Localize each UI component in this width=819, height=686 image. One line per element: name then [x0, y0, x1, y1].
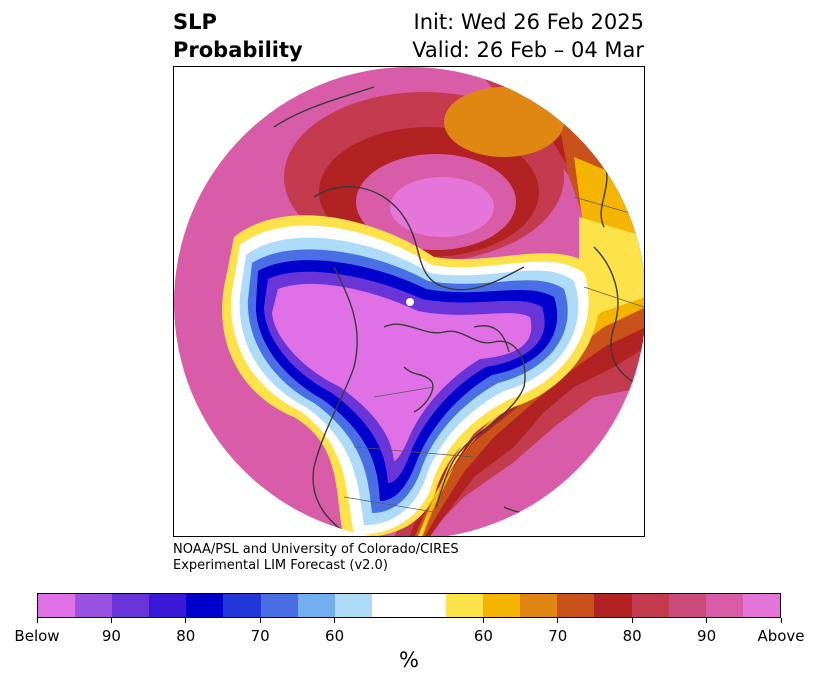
colorbar-segment [408, 594, 447, 617]
colorbar-segment [594, 594, 632, 617]
colorbar-segment [186, 594, 224, 617]
colorbar-segment [149, 594, 187, 617]
colorbar-tick-mark [631, 618, 633, 623]
colorbar-tick-mark [780, 618, 782, 623]
colorbar-segment [483, 594, 521, 617]
colorbar-segment [38, 594, 76, 617]
init-date: Init: Wed 26 Feb 2025 [413, 10, 644, 34]
colorbar-tick-label: 60 [325, 627, 345, 645]
colorbar-tick-label: Below [14, 627, 60, 645]
title-line-1: SLP [173, 10, 217, 34]
colorbar-tick-label: 90 [101, 627, 121, 645]
colorbar-tick-mark [185, 618, 187, 623]
colorbar-tick-label: 80 [622, 627, 642, 645]
trough-core-below [272, 283, 532, 461]
colorbar-tick-label: 70 [548, 627, 568, 645]
colorbar-segment [112, 594, 150, 617]
valid-range: Valid: 26 Feb – 04 Mar [412, 38, 644, 62]
colorbar-tick-mark [110, 618, 112, 623]
colorbar-segment [705, 594, 743, 617]
colorbar-segment [260, 594, 298, 617]
colorbar-tick-label: 90 [697, 627, 717, 645]
colorbar-tick-mark [557, 618, 559, 623]
colorbar-tick-mark [334, 618, 336, 623]
colorbar-tick-mark [482, 618, 484, 623]
credit-line-1: NOAA/PSL and University of Colorado/CIRE… [173, 542, 459, 557]
colorbar-tick-mark [706, 618, 708, 623]
colorbar-segment [75, 594, 113, 617]
colorbar-segment [223, 594, 261, 617]
colorbar-tick-label: Above [757, 627, 805, 645]
colorbar-tick-label: 80 [176, 627, 196, 645]
colorbar-tick-mark [259, 618, 261, 623]
colorbar-segment [520, 594, 558, 617]
title-line-2: Probability [173, 38, 303, 62]
map-title: SLP Probability [173, 8, 303, 64]
colorbar-segment [297, 594, 335, 617]
pole-marker [406, 298, 414, 306]
colorbar-segment [446, 594, 484, 617]
probability-colorbar [37, 593, 781, 618]
colorbar-tick-label: 70 [250, 627, 270, 645]
colorbar-tick-label: 60 [473, 627, 493, 645]
colorbar-segment [742, 594, 780, 617]
siberia-orange-patch [444, 87, 564, 157]
map-canvas [174, 67, 644, 536]
credit-text: NOAA/PSL and University of Colorado/CIRE… [173, 542, 459, 574]
arctic-high-peak [390, 177, 494, 237]
credit-line-2: Experimental LIM Forecast (v2.0) [173, 558, 388, 573]
colorbar-segment [557, 594, 595, 617]
colorbar-unit: % [399, 648, 419, 672]
forecast-dates: Init: Wed 26 Feb 2025 Valid: 26 Feb – 04… [412, 8, 644, 64]
colorbar-segment [631, 594, 669, 617]
colorbar-tick-mark [36, 618, 38, 623]
colorbar-segment [371, 594, 409, 617]
probability-map [173, 66, 645, 537]
colorbar-segment [668, 594, 706, 617]
colorbar-segment [334, 594, 372, 617]
